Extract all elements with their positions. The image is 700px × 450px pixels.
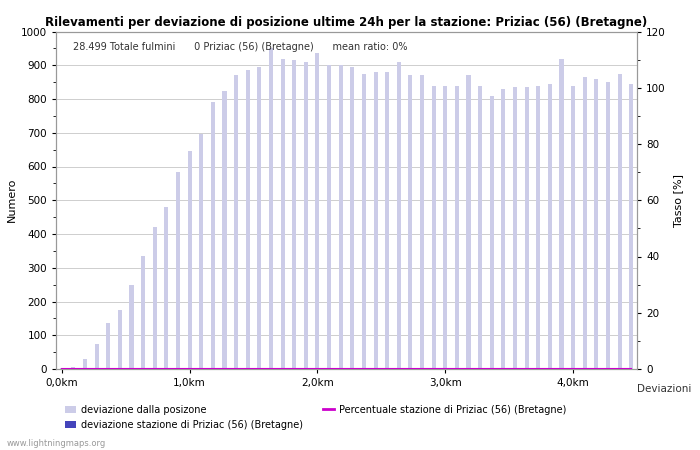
Bar (443, 86, 447, 369)
Bar (176, 171, 180, 369)
Bar (130, 284, 134, 369)
Bar (339, 65, 343, 369)
Bar (617, 74, 622, 369)
Bar (83, 359, 87, 369)
Bar (594, 79, 598, 369)
Bar (258, 67, 261, 369)
Bar (397, 62, 401, 369)
Bar (94, 344, 99, 369)
Bar (350, 67, 354, 369)
Bar (316, 54, 319, 369)
Bar (455, 86, 459, 369)
Bar (490, 96, 493, 369)
Bar (246, 70, 250, 369)
Bar (164, 207, 169, 369)
Bar (629, 84, 634, 369)
Text: www.lightningmaps.org: www.lightningmaps.org (7, 439, 106, 448)
Bar (118, 310, 122, 369)
Bar (501, 89, 505, 369)
Bar (559, 58, 564, 369)
Bar (513, 87, 517, 369)
Bar (606, 82, 610, 369)
Bar (466, 75, 470, 369)
Title: Rilevamenti per deviazione di posizione ultime 24h per la stazione: Priziac (56): Rilevamenti per deviazione di posizione … (46, 16, 648, 29)
Bar (188, 151, 192, 369)
Bar (571, 86, 575, 369)
Bar (292, 60, 296, 369)
Bar (281, 58, 285, 369)
Bar (327, 65, 331, 369)
Bar (432, 86, 435, 369)
Y-axis label: Tasso [%]: Tasso [%] (673, 174, 682, 227)
Legend: deviazione dalla posizone, deviazione stazione di Priziac (56) (Bretagne), Perce: deviazione dalla posizone, deviazione st… (61, 401, 570, 433)
Bar (71, 367, 76, 369)
Bar (106, 324, 111, 369)
Bar (60, 368, 64, 369)
Bar (153, 227, 157, 369)
Bar (385, 72, 389, 369)
Bar (478, 86, 482, 369)
Bar (199, 135, 203, 369)
Bar (362, 74, 366, 369)
Bar (234, 75, 238, 369)
Bar (269, 49, 273, 369)
Bar (408, 75, 412, 369)
Bar (582, 77, 587, 369)
Bar (141, 256, 145, 369)
Text: Deviazioni: Deviazioni (637, 384, 692, 394)
Bar (536, 86, 540, 369)
Bar (211, 103, 215, 369)
Bar (374, 72, 377, 369)
Bar (548, 84, 552, 369)
Bar (420, 75, 424, 369)
Text: 28.499 Totale fulmini      0 Priziac (56) (Bretagne)      mean ratio: 0%: 28.499 Totale fulmini 0 Priziac (56) (Br… (74, 42, 408, 52)
Bar (223, 90, 227, 369)
Bar (304, 62, 308, 369)
Bar (524, 87, 528, 369)
Y-axis label: Numero: Numero (7, 178, 17, 222)
